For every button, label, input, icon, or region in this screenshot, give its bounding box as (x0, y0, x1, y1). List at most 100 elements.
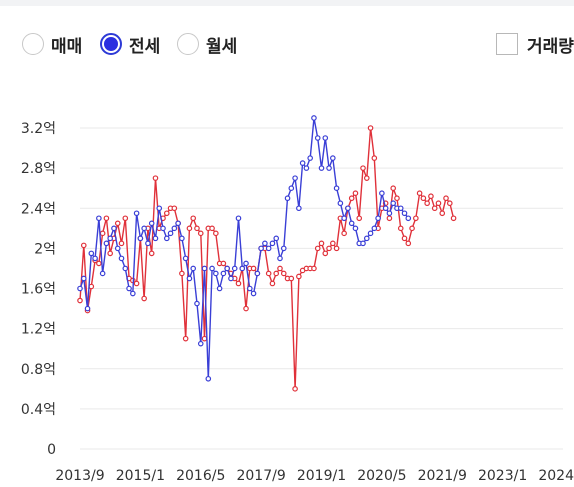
data-point[interactable] (296, 273, 302, 280)
data-point[interactable] (220, 270, 227, 277)
data-point[interactable] (96, 215, 102, 222)
data-point[interactable] (345, 205, 351, 212)
data-point[interactable] (450, 215, 457, 222)
data-point[interactable] (307, 155, 313, 161)
data-point[interactable] (216, 285, 223, 292)
data-point[interactable] (160, 225, 166, 232)
data-point[interactable] (126, 285, 132, 292)
volume-checkbox[interactable]: 거래량 (496, 30, 574, 58)
data-point[interactable] (80, 275, 87, 282)
data-point[interactable] (326, 165, 332, 171)
data-point[interactable] (224, 265, 230, 272)
data-point[interactable] (231, 265, 238, 272)
data-point[interactable] (201, 335, 208, 342)
data-point[interactable] (99, 270, 106, 277)
data-point[interactable] (258, 245, 264, 252)
data-point[interactable] (103, 215, 110, 222)
data-point[interactable] (179, 270, 185, 277)
data-point[interactable] (280, 270, 287, 277)
data-point[interactable] (360, 240, 366, 247)
data-point[interactable] (163, 210, 170, 217)
data-point[interactable] (141, 295, 147, 302)
data-point[interactable] (77, 285, 83, 292)
data-point[interactable] (348, 220, 355, 227)
data-point[interactable] (303, 165, 310, 171)
data-point[interactable] (182, 335, 189, 342)
data-point[interactable] (167, 230, 174, 237)
data-point[interactable] (435, 200, 442, 207)
data-point[interactable] (352, 225, 359, 232)
data-point[interactable] (114, 220, 121, 227)
data-point[interactable] (428, 193, 434, 200)
data-point[interactable] (141, 225, 147, 232)
data-point[interactable] (269, 240, 276, 247)
data-point[interactable] (424, 200, 430, 207)
data-point[interactable] (288, 275, 295, 282)
data-point[interactable] (322, 250, 329, 257)
data-point[interactable] (318, 240, 325, 247)
data-point[interactable] (409, 225, 415, 232)
data-point[interactable] (122, 265, 129, 272)
data-point[interactable] (213, 230, 219, 237)
data-point[interactable] (77, 297, 83, 304)
data-point[interactable] (341, 230, 347, 237)
data-point[interactable] (311, 265, 317, 272)
data-point[interactable] (103, 240, 110, 247)
data-point[interactable] (152, 235, 159, 242)
data-point[interactable] (314, 135, 321, 141)
radio-monthly-rent-circle[interactable] (177, 33, 199, 55)
data-point[interactable] (413, 215, 419, 222)
radio-sale-circle[interactable] (22, 33, 44, 55)
data-point[interactable] (194, 225, 200, 232)
data-point[interactable] (250, 290, 257, 297)
data-point[interactable] (330, 240, 336, 247)
data-point[interactable] (239, 265, 246, 272)
data-point[interactable] (186, 275, 193, 282)
data-point[interactable] (292, 386, 298, 392)
data-point[interactable] (401, 210, 408, 217)
data-point[interactable] (296, 205, 302, 212)
data-point[interactable] (337, 200, 344, 207)
data-point[interactable] (348, 195, 355, 202)
data-point[interactable] (431, 205, 438, 212)
data-point[interactable] (326, 245, 332, 252)
data-point[interactable] (228, 275, 234, 282)
data-point[interactable] (405, 240, 412, 247)
data-point[interactable] (99, 230, 106, 237)
data-point[interactable] (152, 175, 159, 181)
data-point[interactable] (299, 160, 306, 166)
data-point[interactable] (333, 245, 340, 252)
data-point[interactable] (84, 305, 91, 312)
data-point[interactable] (190, 215, 197, 222)
data-point[interactable] (175, 220, 181, 227)
data-point[interactable] (356, 215, 363, 222)
data-point[interactable] (386, 210, 393, 217)
data-point[interactable] (243, 260, 249, 267)
data-point[interactable] (352, 190, 359, 197)
data-point[interactable] (277, 265, 283, 272)
data-point[interactable] (190, 265, 197, 272)
data-point[interactable] (235, 280, 242, 287)
data-point[interactable] (367, 125, 374, 131)
data-point[interactable] (397, 205, 404, 212)
data-point[interactable] (367, 230, 374, 237)
data-point[interactable] (333, 185, 340, 191)
data-point[interactable] (220, 260, 227, 267)
data-point[interactable] (318, 165, 325, 171)
data-point[interactable] (322, 135, 329, 141)
data-point[interactable] (382, 205, 389, 212)
data-point[interactable] (186, 225, 193, 232)
data-point[interactable] (277, 255, 283, 262)
data-point[interactable] (194, 300, 200, 307)
data-point[interactable] (209, 225, 215, 232)
data-point[interactable] (390, 200, 396, 207)
data-point[interactable] (394, 195, 400, 202)
data-point[interactable] (273, 270, 280, 277)
data-point[interactable] (416, 190, 423, 197)
data-point[interactable] (292, 175, 298, 181)
data-point[interactable] (171, 205, 178, 212)
data-point[interactable] (122, 215, 129, 222)
data-point[interactable] (269, 280, 276, 287)
data-point[interactable] (118, 255, 125, 262)
data-point[interactable] (171, 225, 178, 232)
